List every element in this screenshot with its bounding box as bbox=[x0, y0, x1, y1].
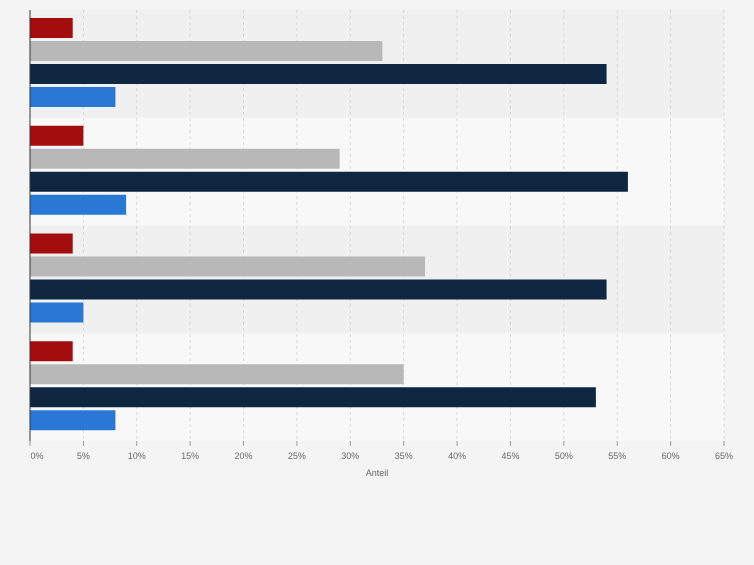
bar bbox=[30, 341, 73, 362]
bar bbox=[30, 364, 404, 385]
bar bbox=[30, 233, 73, 254]
category-band bbox=[30, 225, 724, 334]
x-axis-ticks: 0% 5% 10% 15% 20% 25% 30% 35% 40% 45% 50% 55% 60% 65% bbox=[29, 441, 733, 461]
bar bbox=[30, 148, 340, 169]
tick-label: 65% bbox=[715, 451, 733, 461]
bars bbox=[30, 18, 628, 431]
tick-label: 30% bbox=[341, 451, 359, 461]
bar bbox=[30, 194, 127, 215]
category-bands bbox=[30, 10, 724, 441]
tick-label: 50% bbox=[555, 451, 573, 461]
bar bbox=[30, 410, 116, 431]
tick-label: 55% bbox=[608, 451, 626, 461]
tick-label: 40% bbox=[448, 451, 466, 461]
bar bbox=[30, 18, 73, 38]
tick-label: 10% bbox=[128, 451, 146, 461]
tick-label: 20% bbox=[235, 451, 253, 461]
tick-label: 5% bbox=[77, 451, 90, 461]
tick-label: 35% bbox=[395, 451, 413, 461]
bar bbox=[30, 41, 383, 61]
bar bbox=[30, 302, 84, 323]
x-axis-label: Anteil bbox=[366, 468, 389, 478]
bar bbox=[30, 171, 628, 192]
tick-label: 60% bbox=[662, 451, 680, 461]
category-band bbox=[30, 10, 724, 118]
bar bbox=[30, 64, 607, 84]
tick-label: 15% bbox=[181, 451, 199, 461]
tick-label: 25% bbox=[288, 451, 306, 461]
bar bbox=[30, 87, 116, 107]
bar bbox=[30, 125, 84, 146]
bar bbox=[30, 387, 596, 408]
category-band bbox=[30, 333, 724, 441]
tick-label: 0% bbox=[30, 451, 43, 461]
bar bbox=[30, 256, 426, 277]
tick-label: 45% bbox=[501, 451, 519, 461]
category-band bbox=[30, 117, 724, 226]
bar bbox=[30, 279, 607, 300]
